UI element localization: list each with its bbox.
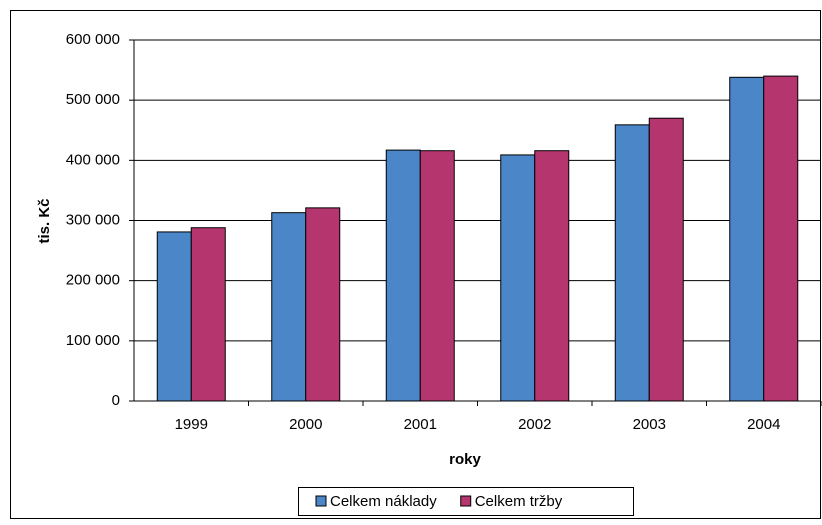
y-tick-label: 500 000 <box>66 91 120 108</box>
bar <box>534 150 570 402</box>
x-tick-label: 2000 <box>289 416 322 433</box>
bar <box>156 231 192 402</box>
x-axis-title: roky <box>449 451 481 468</box>
y-tick-label: 300 000 <box>66 211 120 228</box>
bar <box>729 76 765 402</box>
y-tick-label: 200 000 <box>66 272 120 289</box>
bar <box>385 149 421 402</box>
legend-label: Celkem tržby <box>475 493 563 510</box>
y-tick-label: 400 000 <box>66 151 120 168</box>
y-axis-title: tis. Kč <box>36 198 53 243</box>
bar <box>419 150 455 402</box>
x-tick-label: 1999 <box>175 416 208 433</box>
legend-box <box>298 487 634 516</box>
bar <box>190 227 226 402</box>
bar <box>648 117 684 402</box>
y-tick-label: 600 000 <box>66 31 120 48</box>
legend-swatch <box>315 495 327 507</box>
bar <box>500 154 536 402</box>
legend-label: Celkem náklady <box>330 493 437 510</box>
x-tick-label: 2003 <box>633 416 666 433</box>
x-tick-label: 2001 <box>404 416 437 433</box>
x-tick-label: 2002 <box>518 416 551 433</box>
legend-swatch <box>460 495 472 507</box>
bar <box>763 75 799 402</box>
x-tick-label: 2004 <box>747 416 780 433</box>
y-tick-label: 100 000 <box>66 332 120 349</box>
bar <box>271 212 307 402</box>
bar <box>614 124 650 402</box>
y-tick-label: 0 <box>112 392 120 409</box>
bar <box>305 207 341 402</box>
